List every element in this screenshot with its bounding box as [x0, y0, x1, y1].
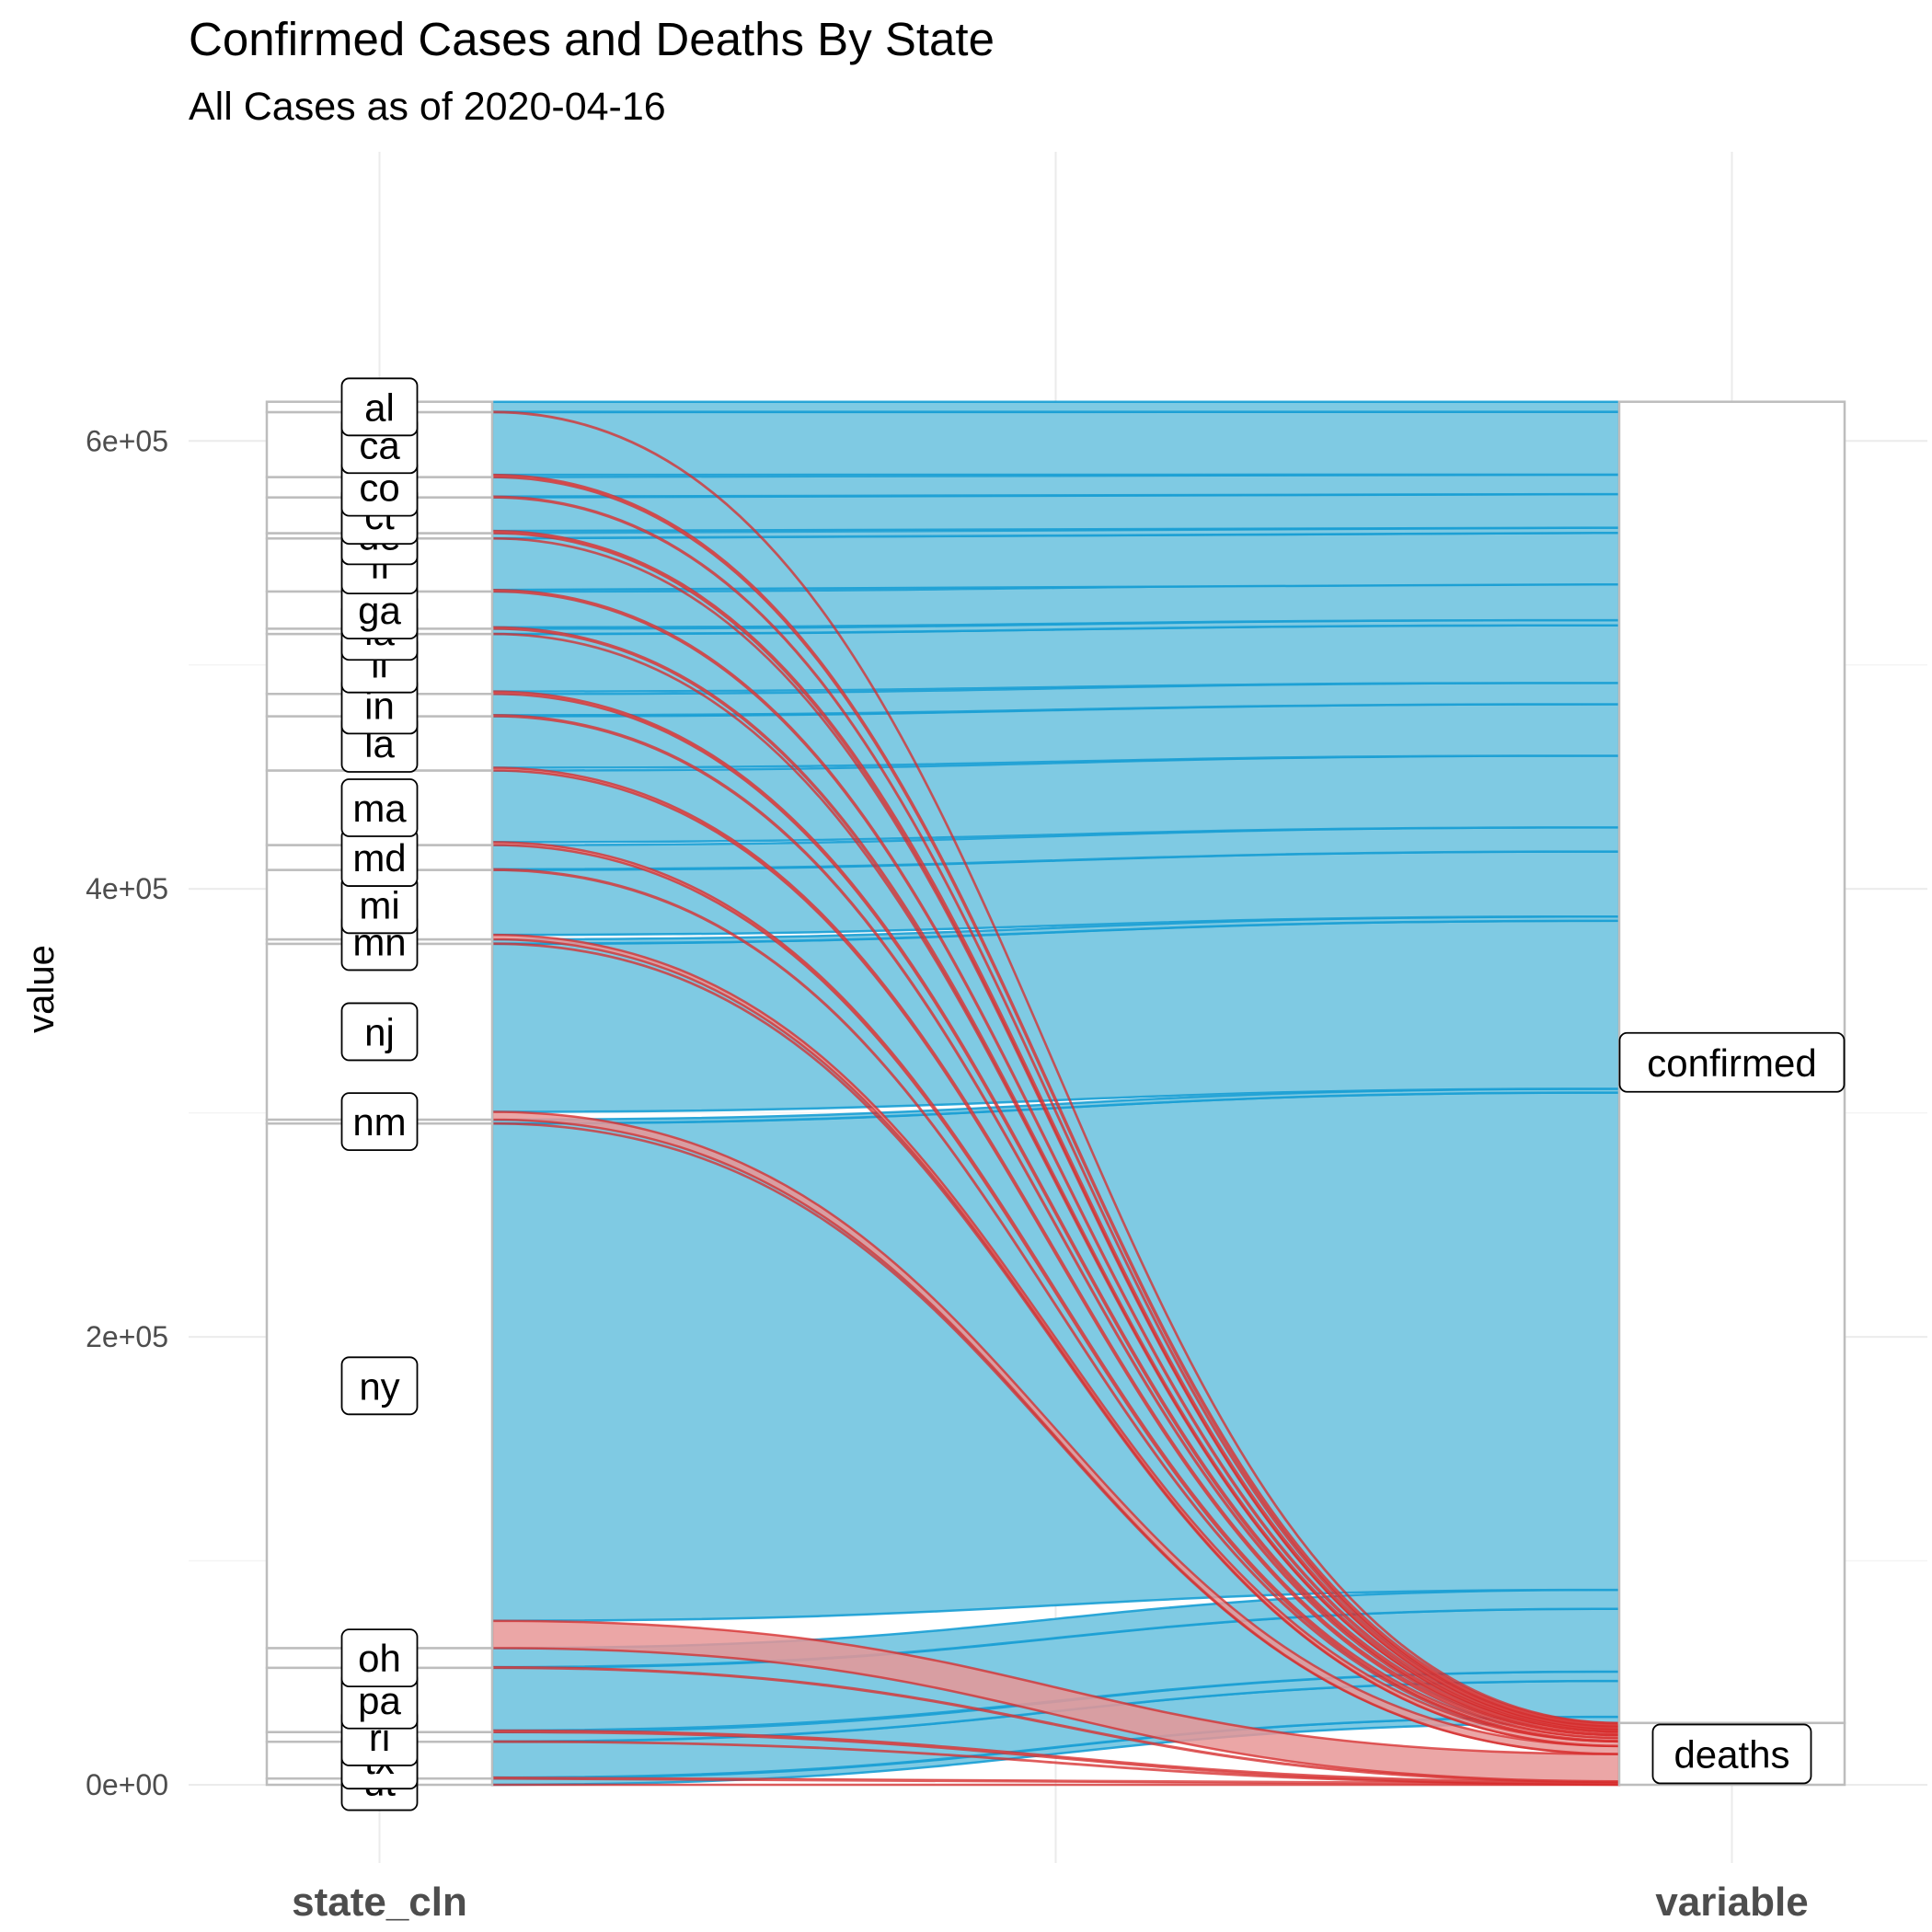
state-label-ga: ga	[358, 589, 401, 632]
flow-confirmed-ny	[490, 1091, 1621, 1622]
state-label-ma: ma	[352, 787, 407, 830]
state-label-ny: ny	[359, 1364, 399, 1408]
chart-title: Confirmed Cases and Deaths By State	[189, 13, 995, 65]
flow-confirmed-fl	[490, 531, 1621, 592]
y-tick-label: 6e+05	[86, 424, 168, 457]
flow-confirmed-nj	[490, 919, 1621, 1113]
variable-label-group: confirmed deaths	[1618, 1031, 1846, 1785]
state-label-ny-box	[340, 1356, 419, 1416]
y-axis-ticks: 0e+00 2e+05 4e+05 6e+05	[86, 424, 168, 1801]
state-label-mi: mi	[359, 883, 399, 926]
y-tick-label: 2e+05	[86, 1320, 168, 1353]
state-label-ma-box	[340, 778, 419, 837]
variable-label-deaths-box	[1651, 1723, 1812, 1785]
flow-confirmed-ca	[490, 410, 1621, 477]
state-label-oh: oh	[358, 1637, 401, 1680]
state-label-oh-box	[340, 1628, 419, 1688]
state-label-nm: nm	[352, 1100, 406, 1144]
state-label-nm-box	[340, 1092, 419, 1152]
state-label-md: md	[352, 836, 406, 880]
variable-label-confirmed-box	[1618, 1031, 1846, 1093]
x-axis-label-state-cln: state_cln	[292, 1880, 467, 1925]
flow-confirmed-ga	[490, 582, 1621, 629]
flows	[490, 400, 1621, 1787]
flow-confirmed-co	[490, 473, 1621, 499]
variable-label-confirmed: confirmed	[1647, 1041, 1816, 1085]
chart-subtitle: All Cases as of 2020-04-16	[189, 85, 666, 129]
x-axis-categories: state_cln variable	[292, 1880, 1809, 1925]
strata: uttxripaohnynmnjmnmimdmalainiliagafldect…	[265, 377, 1846, 1811]
variable-label-deaths: deaths	[1673, 1732, 1789, 1776]
state-label-nj: nj	[364, 1010, 395, 1053]
x-axis-label-variable: variable	[1655, 1880, 1808, 1925]
flow-confirmed-ct	[490, 492, 1621, 533]
flow-confirmed-al	[490, 400, 1621, 413]
state-label-nj-box	[340, 1002, 419, 1062]
state-label-al-box	[340, 377, 419, 437]
y-tick-label: 4e+05	[86, 872, 168, 905]
y-tick-label: 0e+00	[86, 1768, 168, 1801]
state-label-al: al	[364, 385, 395, 429]
y-axis-title: value	[21, 945, 62, 1033]
flow-confirmed-il	[490, 624, 1621, 693]
